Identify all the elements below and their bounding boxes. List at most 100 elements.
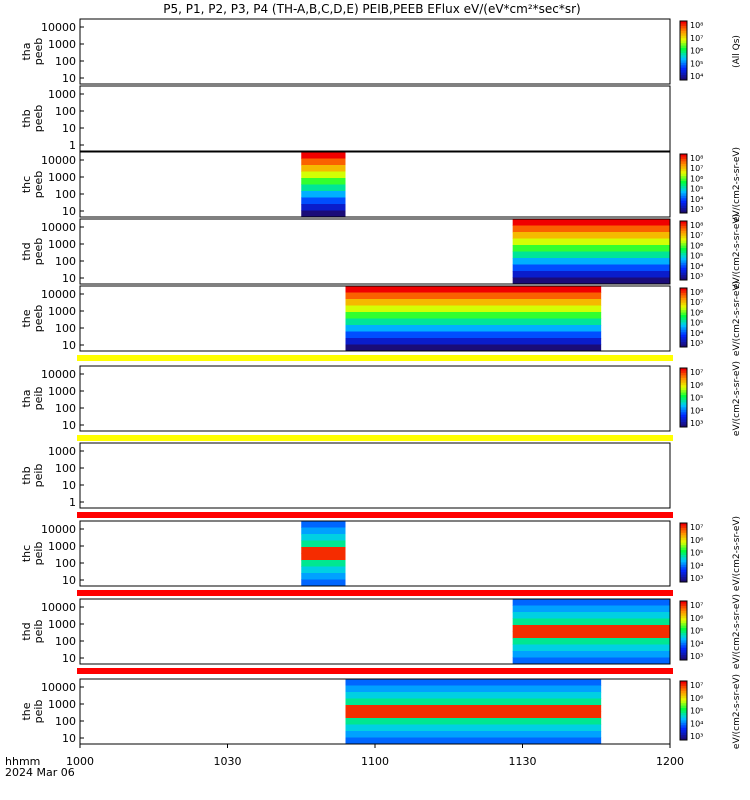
- colorbar-step-4-18: [680, 332, 687, 336]
- data-band-thd-peeb-0-9: [512, 277, 670, 285]
- data-band-the-peib-0-1: [345, 685, 602, 693]
- colorbar-step-0-13: [680, 52, 687, 56]
- colorbar-step-8-16: [680, 640, 687, 644]
- data-band-thc-peeb-0-2: [301, 165, 346, 172]
- colorbar-step-7-20: [680, 572, 687, 576]
- colorbar-tick-5-0: 10⁷: [690, 368, 703, 377]
- colorbar-step-5-6: [680, 382, 687, 386]
- colorbar-tick-9-2: 10⁵: [690, 707, 703, 716]
- data-band-thd-peeb-0-0: [512, 219, 670, 226]
- colorbar-step-8-15: [680, 637, 687, 641]
- colorbar-tick-4-4: 10⁴: [690, 329, 703, 338]
- colorbar-step-0-3: [680, 28, 687, 32]
- colorbar-step-4-4: [680, 297, 687, 301]
- colorbar-step-0-15: [680, 57, 687, 61]
- colorbar-step-7-22: [680, 577, 687, 581]
- colorbar-step-5-15: [680, 404, 687, 408]
- data-band-thd-peeb-0-6: [512, 258, 670, 265]
- colorbar-step-5-14: [680, 402, 687, 406]
- instrument-label-thb-peeb: peeb: [32, 105, 45, 133]
- colorbar-step-8-21: [680, 652, 687, 656]
- colorbar-step-9-17: [680, 722, 687, 726]
- y-tick-label-1-1: 100: [55, 105, 76, 118]
- colorbar-step-4-20: [680, 337, 687, 341]
- y-tick-label-0-0: 10000: [41, 21, 76, 34]
- y-tick-label-1-2: 10: [62, 122, 76, 135]
- y-tick-label-1-0: 1000: [48, 88, 76, 101]
- colorbar-tick-4-3: 10⁵: [690, 319, 703, 328]
- colorbar-step-0-12: [680, 50, 687, 54]
- colorbar-step-0-20: [680, 70, 687, 74]
- colorbar-step-8-18: [680, 645, 687, 649]
- data-band-thc-peeb-0-4: [301, 178, 346, 185]
- colorbar-step-8-11: [680, 628, 687, 631]
- colorbar-step-9-10: [680, 705, 687, 709]
- probe-label-the-peeb: the: [20, 309, 33, 327]
- data-band-the-peeb-0-6: [345, 325, 602, 332]
- colorbar-step-2-16: [680, 193, 687, 197]
- colorbar-step-4-16: [680, 327, 687, 331]
- data-band-thc-peib-0-0: [301, 521, 346, 528]
- colorbar-step-8-5: [680, 613, 687, 617]
- probe-label-tha-peib: tha: [20, 389, 33, 407]
- colorbar-tick-9-4: 10³: [690, 732, 703, 741]
- colorbar-step-7-12: [680, 552, 687, 556]
- colorbar-tick-8-2: 10⁵: [690, 627, 703, 636]
- probe-label-tha-peeb: tha: [20, 42, 33, 60]
- y-tick-label-0-1: 1000: [48, 38, 76, 51]
- colorbar-step-7-18: [680, 567, 687, 571]
- colorbar-step-8-4: [680, 610, 687, 614]
- colorbar-step-0-16: [680, 60, 687, 64]
- colorbar-step-2-18: [680, 198, 687, 202]
- colorbar-step-9-18: [680, 725, 687, 729]
- y-tick-label-2-2: 100: [55, 188, 76, 201]
- colorbar-tick-2-5: 10³: [690, 205, 703, 214]
- data-band-thc-peib-0-9: [301, 579, 346, 587]
- colorbar-step-7-3: [680, 530, 687, 534]
- colorbar-label-9: eV/(cm2-s-sr-eV): [732, 674, 742, 749]
- colorbar-step-5-17: [680, 409, 687, 413]
- colorbar-label-8: eV/(cm2-s-sr-eV): [732, 594, 742, 669]
- instrument-label-thc-peib: peib: [32, 542, 45, 566]
- colorbar-step-9-7: [680, 698, 687, 702]
- status-bar-4: [77, 668, 673, 674]
- data-band-the-peeb-0-1: [345, 292, 602, 300]
- colorbar-tick-0-4: 10⁴: [690, 72, 703, 81]
- colorbar-tick-2-0: 10⁸: [690, 154, 703, 163]
- data-band-thc-peib-0-1: [301, 527, 346, 535]
- colorbar-step-3-6: [680, 235, 687, 239]
- colorbar-step-2-5: [680, 166, 687, 170]
- colorbar-step-3-21: [680, 272, 687, 276]
- colorbar-step-8-22: [680, 655, 687, 659]
- data-band-the-peib-0-8: [345, 731, 602, 738]
- probe-label-thc-peeb: thc: [20, 176, 33, 193]
- colorbar-frame-4: [679, 287, 688, 348]
- data-band-thd-peib-0-4: [512, 625, 670, 632]
- colorbar-tick-3-0: 10⁸: [690, 221, 703, 230]
- y-tick-label-0-2: 100: [55, 55, 76, 68]
- colorbar-tick-7-3: 10⁴: [690, 561, 703, 570]
- panel-thc-peib: thc peib 10000 1000 100 10 10⁷ 10⁶ 10⁵ 10⁴ 10³ eV/(…: [20, 516, 742, 591]
- colorbar-tick-2-4: 10⁴: [690, 195, 703, 204]
- colorbar-tick-4-0: 10⁸: [690, 288, 703, 297]
- data-band-thc-peeb-0-5: [301, 184, 346, 192]
- status-bar-3: [77, 590, 673, 596]
- data-band-the-peib-0-7: [345, 724, 602, 732]
- data-band-thd-peeb-0-1: [512, 225, 670, 233]
- panel-frame-thb-peib: [79, 442, 671, 509]
- colorbar-frame-0: [679, 20, 688, 81]
- colorbar-step-4-8: [680, 307, 687, 311]
- colorbar-step-8-19: [680, 647, 687, 651]
- instrument-label-tha-peeb: peeb: [32, 38, 45, 66]
- colorbar-step-2-15: [680, 190, 687, 194]
- data-band-thc-peib-0-3: [301, 540, 346, 548]
- colorbar-step-7-7: [680, 540, 687, 544]
- colorbar-step-3-15: [680, 257, 687, 261]
- colorbar-step-2-14: [680, 188, 687, 192]
- colorbar-step-4-3: [680, 295, 687, 299]
- colorbar-step-3-22: [680, 275, 687, 279]
- colorbar-tick-8-0: 10⁷: [690, 601, 703, 610]
- y-tick-label-9-2: 100: [55, 715, 76, 728]
